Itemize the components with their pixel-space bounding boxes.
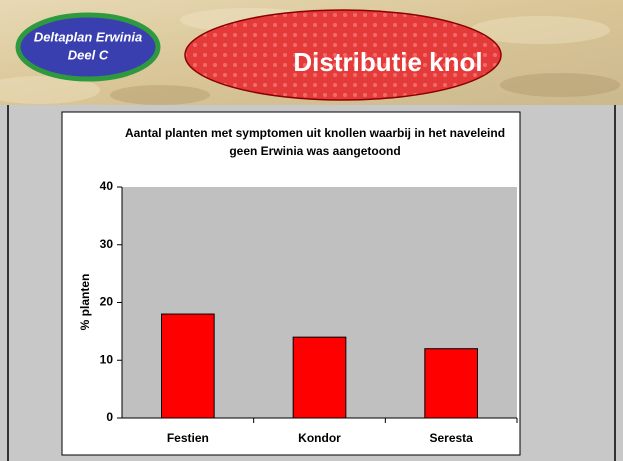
badge-line: Deltaplan Erwinia — [34, 29, 142, 44]
bar — [424, 348, 479, 419]
x-tick-label: Festien — [167, 431, 209, 445]
y-tick-label: 40 — [100, 179, 114, 193]
chart-title: Aantal planten met symptomen uit knollen… — [124, 126, 506, 158]
y-tick-label: 10 — [100, 352, 114, 366]
x-tick-label: Seresta — [429, 431, 473, 445]
y-axis-label: % planten — [78, 274, 92, 331]
x-tick-label: Kondor — [298, 431, 341, 445]
badge-line: Deel C — [68, 47, 109, 62]
bar — [292, 336, 347, 419]
badge — [15, 12, 161, 82]
bar — [161, 313, 215, 419]
title-ellipse — [184, 9, 502, 101]
y-tick-label: 20 — [100, 295, 114, 309]
y-tick-label: 30 — [100, 237, 114, 251]
y-tick-label: 0 — [106, 410, 113, 424]
slide-title: Distributie knol — [293, 47, 482, 77]
